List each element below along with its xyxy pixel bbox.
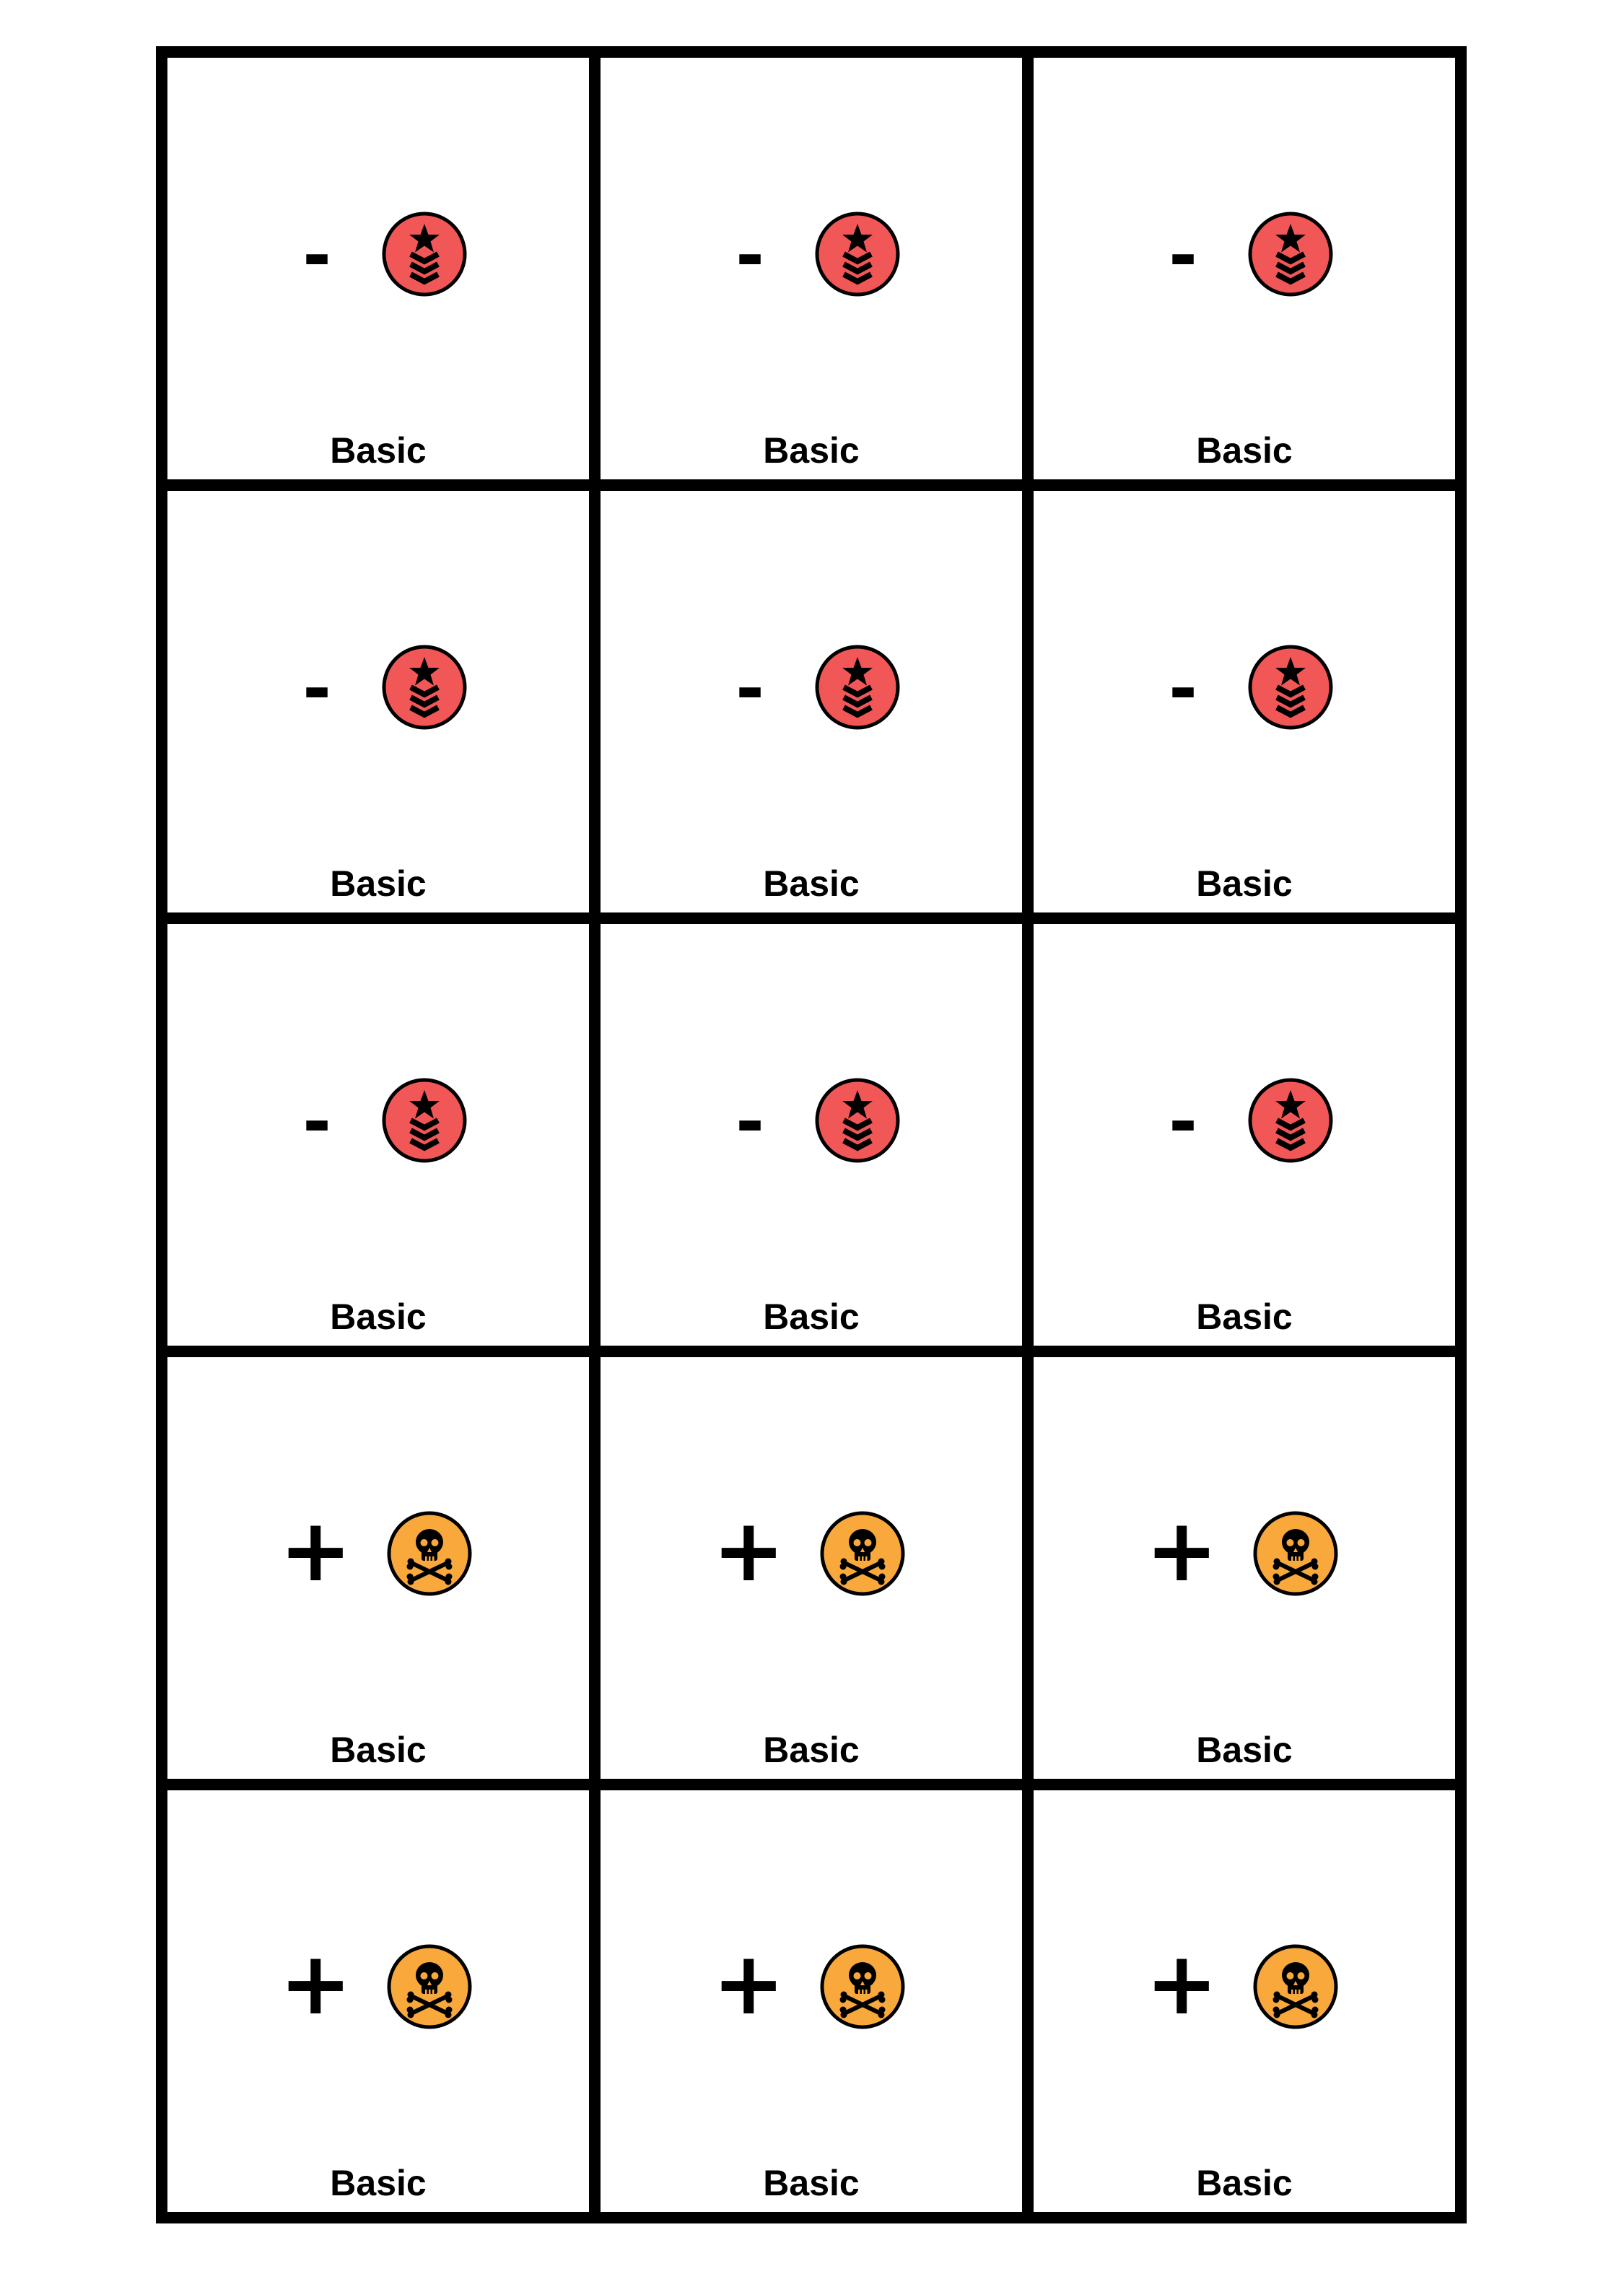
- card-effect: +: [601, 1934, 1022, 2034]
- skull-crossbones-icon: [387, 1511, 472, 1596]
- card[interactable]: +: [1034, 1357, 1455, 1779]
- card-effect: -: [601, 209, 1022, 299]
- rank-chevron-star-icon: [1248, 212, 1333, 297]
- rank-chevron-star-icon: [815, 212, 900, 297]
- skull-crossbones-icon: [1253, 1511, 1338, 1596]
- rank-chevron-star-icon: [382, 645, 467, 730]
- minus-sign: -: [302, 1081, 331, 1162]
- plus-sign: +: [1145, 1934, 1218, 2034]
- card-label: Basic: [330, 863, 427, 904]
- card[interactable]: +: [1034, 1790, 1455, 2212]
- card-effect: -: [167, 1076, 589, 1165]
- card-effect: -: [601, 642, 1022, 732]
- card[interactable]: +: [601, 1790, 1022, 2212]
- card-effect: -: [1034, 209, 1455, 299]
- card[interactable]: - Basic: [1034, 924, 1455, 1346]
- card-effect: -: [601, 1076, 1022, 1165]
- rank-chevron-star-icon: [1248, 1078, 1333, 1163]
- minus-sign: -: [302, 648, 331, 729]
- card-effect: +: [1034, 1501, 1455, 1601]
- card-label: Basic: [763, 863, 860, 904]
- card[interactable]: - Basic: [601, 491, 1022, 912]
- rank-chevron-star-icon: [1248, 645, 1333, 730]
- card[interactable]: - Basic: [601, 924, 1022, 1346]
- card[interactable]: - Basic: [1034, 491, 1455, 912]
- card-label: Basic: [330, 1730, 427, 1770]
- rank-chevron-star-icon: [382, 212, 467, 297]
- card-label: Basic: [1196, 430, 1293, 471]
- card-label: Basic: [763, 2163, 860, 2203]
- card-label: Basic: [330, 1297, 427, 1337]
- minus-sign: -: [1169, 215, 1197, 296]
- card-label: Basic: [1196, 1730, 1293, 1770]
- card[interactable]: - Basic: [601, 58, 1022, 479]
- minus-sign: -: [1169, 1081, 1197, 1162]
- card-effect: -: [167, 642, 589, 732]
- card-label: Basic: [763, 430, 860, 471]
- skull-crossbones-icon: [1253, 1944, 1338, 2029]
- rank-chevron-star-icon: [815, 1078, 900, 1163]
- minus-sign: -: [735, 1081, 764, 1162]
- plus-sign: +: [712, 1501, 785, 1601]
- card[interactable]: +: [601, 1357, 1022, 1779]
- card-label: Basic: [763, 1730, 860, 1770]
- card-effect: +: [167, 1934, 589, 2034]
- card-effect: -: [1034, 1076, 1455, 1165]
- plus-sign: +: [1145, 1501, 1218, 1601]
- card[interactable]: +: [167, 1790, 589, 2212]
- skull-crossbones-icon: [820, 1511, 905, 1596]
- skull-crossbones-icon: [820, 1944, 905, 2029]
- minus-sign: -: [302, 215, 331, 296]
- card-label: Basic: [1196, 1297, 1293, 1337]
- rank-chevron-star-icon: [815, 645, 900, 730]
- card-effect: -: [167, 209, 589, 299]
- card-label: Basic: [763, 1297, 860, 1337]
- plus-sign: +: [279, 1934, 352, 2034]
- card-effect: +: [601, 1501, 1022, 1601]
- card-label: Basic: [1196, 2163, 1293, 2203]
- card[interactable]: - Basic: [167, 58, 589, 479]
- plus-sign: +: [279, 1501, 352, 1601]
- card-effect: -: [1034, 642, 1455, 732]
- minus-sign: -: [1169, 648, 1197, 729]
- card[interactable]: - Basic: [167, 924, 589, 1346]
- card[interactable]: +: [167, 1357, 589, 1779]
- card-label: Basic: [1196, 863, 1293, 904]
- card-sheet: - Basic - Basic -: [156, 46, 1467, 2223]
- card-label: Basic: [330, 430, 427, 471]
- card-label: Basic: [330, 2163, 427, 2203]
- card[interactable]: - Basic: [1034, 58, 1455, 479]
- rank-chevron-star-icon: [382, 1078, 467, 1163]
- card[interactable]: - Basic: [167, 491, 589, 912]
- card-effect: +: [167, 1501, 589, 1601]
- plus-sign: +: [712, 1934, 785, 2034]
- minus-sign: -: [735, 648, 764, 729]
- minus-sign: -: [735, 215, 764, 296]
- card-effect: +: [1034, 1934, 1455, 2034]
- skull-crossbones-icon: [387, 1944, 472, 2029]
